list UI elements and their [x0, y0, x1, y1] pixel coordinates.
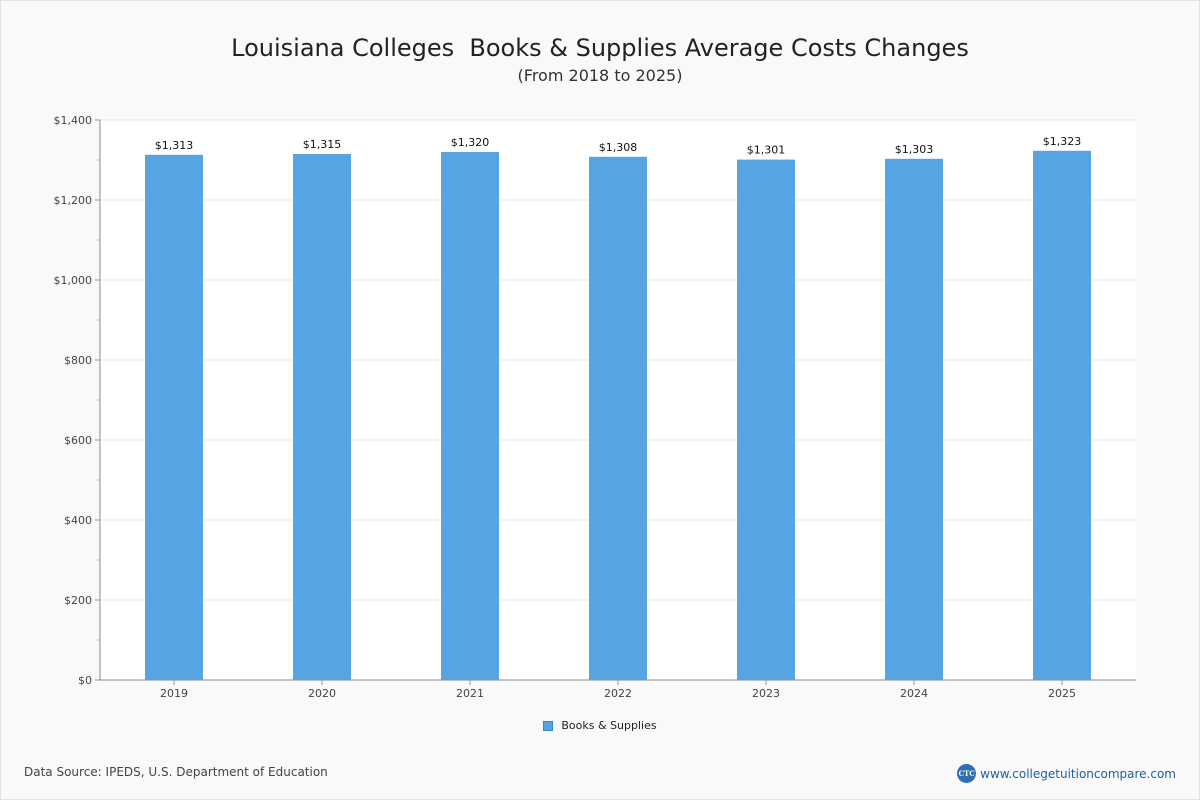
data-label: $1,315: [303, 138, 342, 151]
x-tick-label: 2021: [456, 687, 484, 700]
x-tick-label: 2020: [308, 687, 336, 700]
chart-subtitle: (From 2018 to 2025): [517, 66, 683, 85]
legend-label: Books & Supplies: [561, 719, 657, 732]
y-tick-label: $200: [64, 594, 92, 607]
bar: [145, 154, 203, 681]
bar: [441, 152, 499, 680]
y-tick-label: $400: [64, 514, 92, 527]
y-tick-label: $1,400: [54, 114, 93, 127]
y-tick-label: $1,200: [54, 194, 93, 207]
y-tick-label: $0: [78, 674, 92, 687]
data-label: $1,301: [747, 144, 786, 157]
bar: [737, 159, 795, 681]
chart-title: Louisiana Colleges Books & Supplies Aver…: [231, 34, 969, 62]
brand-link[interactable]: CTC www.collegetuitioncompare.com: [957, 764, 1176, 783]
bar: [293, 154, 351, 680]
x-tick-label: 2024: [900, 687, 928, 700]
brand-url: www.collegetuitioncompare.com: [980, 766, 1176, 781]
x-tick-label: 2019: [160, 687, 188, 700]
data-label: $1,320: [451, 136, 490, 149]
data-label: $1,323: [1043, 135, 1082, 148]
x-tick-label: 2025: [1048, 687, 1076, 700]
ctc-logo-icon: CTC: [957, 764, 977, 783]
y-tick-label: $600: [64, 434, 92, 447]
data-source-note: Data Source: IPEDS, U.S. Department of E…: [24, 765, 328, 779]
data-label: $1,303: [895, 143, 934, 156]
bar: [589, 156, 647, 681]
x-tick-label: 2023: [752, 687, 780, 700]
bar: [885, 158, 943, 681]
bar: [1033, 150, 1091, 681]
legend-swatch: [543, 720, 554, 731]
legend[interactable]: Books & Supplies: [0, 719, 1200, 732]
y-tick-label: $1,000: [54, 274, 93, 287]
x-tick-label: 2022: [604, 687, 632, 700]
data-label: $1,308: [599, 141, 638, 154]
y-tick-label: $800: [64, 354, 92, 367]
data-label: $1,313: [155, 139, 194, 152]
